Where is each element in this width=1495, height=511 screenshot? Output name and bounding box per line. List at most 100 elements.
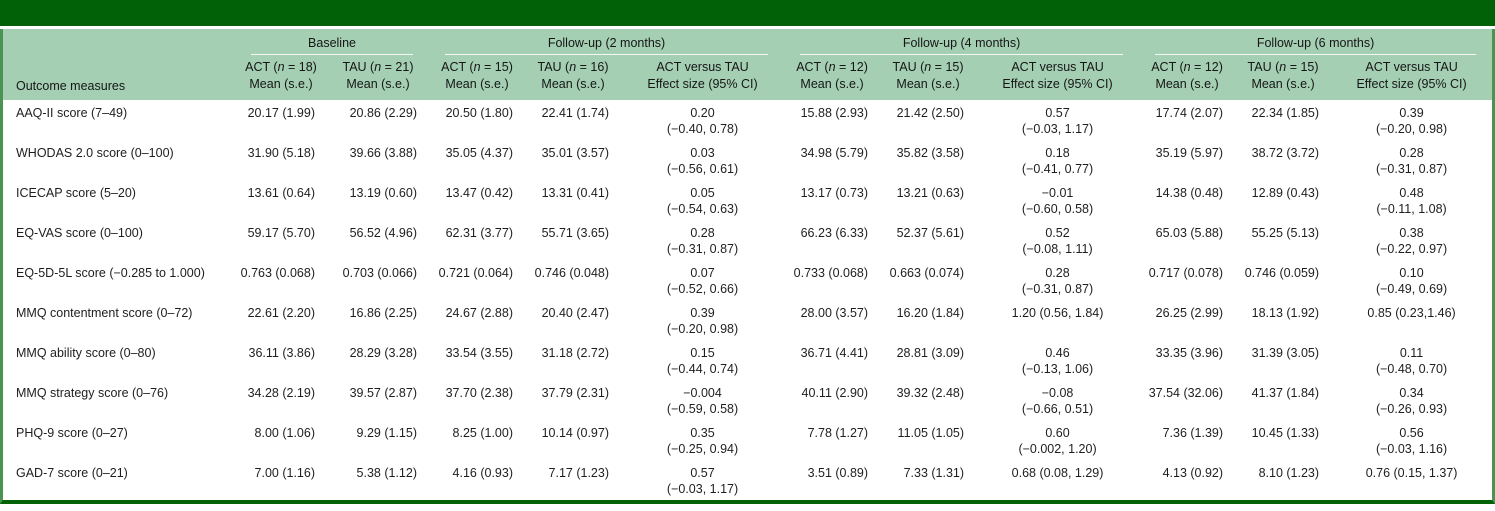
effect-value-line: 0.18 (1045, 145, 1070, 160)
mean-se-cell: 4.13 (0.92) (1139, 459, 1236, 500)
column-header-row: Outcome measures ACT (n = 18) Mean (s.e.)… (3, 55, 1493, 100)
mean-se-cell: 13.19 (0.60) (327, 179, 430, 220)
effect-value-line: 0.20 (690, 105, 715, 120)
mean-se-cell: 26.25 (2.99) (1139, 299, 1236, 340)
effect-value-line: 0.39 (1399, 105, 1424, 120)
effect-ci-line: (−0.25, 0.94) (666, 442, 739, 457)
mean-se-cell: 36.71 (4.41) (784, 339, 881, 380)
mean-se-cell: 20.86 (2.29) (327, 99, 430, 140)
column-header-fu4-tau: TAU (n = 15) Mean (s.e.) (880, 55, 977, 100)
column-header-baseline-act: ACT (n = 18) Mean (s.e.) (235, 55, 327, 100)
measure-cell: MMQ contentment score (0–72) (3, 299, 235, 340)
effect-ci-line: (−0.48, 0.70) (1375, 362, 1448, 377)
effect-size-cell: 0.57 (−0.03, 1.17) (976, 99, 1140, 140)
effect-value-line: −0.004 (683, 385, 722, 400)
mean-se-cell: 20.17 (1.99) (235, 99, 327, 140)
table-body: AAQ-II score (7–49) 20.17 (1.99) 20.86 (2.… (3, 99, 1493, 500)
mean-se-cell: 35.05 (4.37) (429, 139, 526, 180)
effect-value-line: 0.57 (1045, 105, 1070, 120)
mean-se-cell: 14.38 (0.48) (1139, 179, 1236, 220)
mean-se-cell: 28.29 (3.28) (327, 339, 430, 380)
effect-value-line: 0.28 (690, 225, 715, 240)
journal-banner-bar (0, 0, 1495, 26)
effect-value-line: 0.48 (1399, 185, 1424, 200)
mean-se-cell: 9.29 (1.15) (327, 419, 430, 460)
effect-size-cell: 0.57 (−0.03, 1.17) (621, 459, 785, 500)
table-row: WHODAS 2.0 score (0–100) 31.90 (5.18) 39.6… (3, 139, 1493, 180)
effect-size-cell: 0.39 (−0.20, 0.98) (621, 299, 785, 340)
effect-size-cell: 0.85 (0.23,1.46) (1331, 299, 1493, 340)
table-row: PHQ-9 score (0–27) 8.00 (1.06) 9.29 (1.15)… (3, 419, 1493, 460)
mean-se-cell: 24.67 (2.88) (429, 299, 526, 340)
mean-se-cell: 7.36 (1.39) (1139, 419, 1236, 460)
effect-ci-line: (−0.03, 1.17) (666, 482, 739, 497)
effect-ci-line: (−0.26, 0.93) (1375, 402, 1448, 417)
mean-se-cell: 13.17 (0.73) (784, 179, 881, 220)
effect-size-cell: 0.34 (−0.26, 0.93) (1331, 379, 1493, 420)
mean-se-cell: 35.01 (3.57) (525, 139, 622, 180)
measure-cell: MMQ strategy score (0–76) (3, 379, 235, 420)
mean-se-cell: 15.88 (2.93) (784, 99, 881, 140)
mean-se-cell: 35.82 (3.58) (880, 139, 977, 180)
effect-size-cell: 0.48 (−0.11, 1.08) (1331, 179, 1493, 220)
mean-se-cell: 0.733 (0.068) (784, 259, 881, 300)
mean-se-cell: 16.20 (1.84) (880, 299, 977, 340)
effect-ci-line: (−0.03, 1.16) (1375, 442, 1448, 457)
mean-se-cell: 8.00 (1.06) (235, 419, 327, 460)
mean-se-cell: 55.71 (3.65) (525, 219, 622, 260)
mean-se-cell: 0.746 (0.048) (525, 259, 622, 300)
effect-size-cell: 1.20 (0.56, 1.84) (976, 299, 1140, 340)
mean-se-cell: 39.32 (2.48) (880, 379, 977, 420)
effect-size-cell: 0.28 (−0.31, 0.87) (621, 219, 785, 260)
effect-size-cell: 0.56 (−0.03, 1.16) (1331, 419, 1493, 460)
effect-size-cell: 0.20 (−0.40, 0.78) (621, 99, 785, 140)
column-header-fu2-effect: ACT versus TAU Effect size (95% CI) (621, 55, 785, 100)
mean-se-cell: 16.86 (2.25) (327, 299, 430, 340)
mean-se-cell: 56.52 (4.96) (327, 219, 430, 260)
measure-cell: AAQ-II score (7–49) (3, 99, 235, 140)
effect-size-cell: 0.11 (−0.48, 0.70) (1331, 339, 1493, 380)
effect-ci-line: (−0.03, 1.17) (1021, 122, 1094, 137)
effect-ci-line: (−0.60, 0.58) (1021, 202, 1094, 217)
mean-se-cell: 37.79 (2.31) (525, 379, 622, 420)
effect-ci-line: (−0.002, 1.20) (1018, 442, 1097, 457)
effect-ci-line: (−0.22, 0.97) (1375, 242, 1448, 257)
mean-se-cell: 13.61 (0.64) (235, 179, 327, 220)
mean-se-cell: 0.663 (0.074) (880, 259, 977, 300)
mean-se-cell: 36.11 (3.86) (235, 339, 327, 380)
results-table: Baseline Follow-up (2 months) Follow-up … (3, 29, 1493, 500)
effect-size-cell: 0.28 (−0.31, 0.87) (976, 259, 1140, 300)
mean-se-cell: 62.31 (3.77) (429, 219, 526, 260)
effect-size-cell: 0.46 (−0.13, 1.06) (976, 339, 1140, 380)
column-header-outcome-measures: Outcome measures (3, 55, 235, 100)
effect-value-line: 0.03 (690, 145, 715, 160)
effect-ci-line: (−0.59, 0.58) (666, 402, 739, 417)
group-label: Follow-up (2 months) (445, 36, 769, 55)
mean-se-cell: 66.23 (6.33) (784, 219, 881, 260)
table-row: GAD-7 score (0–21) 7.00 (1.16) 5.38 (1.12)… (3, 459, 1493, 500)
table-row: EQ-5D-5L score (−0.285 to 1.000) 0.763 (0… (3, 259, 1493, 300)
effect-ci-line: (−0.31, 0.87) (1021, 282, 1094, 297)
column-header-fu6-effect: ACT versus TAU Effect size (95% CI) (1331, 55, 1493, 100)
mean-se-cell: 7.00 (1.16) (235, 459, 327, 500)
effect-value-line: 0.57 (690, 465, 715, 480)
mean-se-cell: 40.11 (2.90) (784, 379, 881, 420)
effect-value-line: 0.68 (0.08, 1.29) (1011, 465, 1104, 480)
effect-value-line: −0.08 (1041, 385, 1074, 400)
table-row: MMQ strategy score (0–76) 34.28 (2.19) 39.… (3, 379, 1493, 420)
measure-cell: MMQ ability score (0–80) (3, 339, 235, 380)
table-frame: Baseline Follow-up (2 months) Follow-up … (0, 29, 1495, 504)
effect-size-cell: 0.10 (−0.49, 0.69) (1331, 259, 1493, 300)
group-label: Baseline (251, 36, 414, 55)
effect-ci-line: (−0.20, 0.98) (666, 322, 739, 337)
effect-size-cell: −0.01 (−0.60, 0.58) (976, 179, 1140, 220)
mean-se-cell: 39.66 (3.88) (327, 139, 430, 180)
mean-se-cell: 3.51 (0.89) (784, 459, 881, 500)
column-header-fu4-effect: ACT versus TAU Effect size (95% CI) (976, 55, 1140, 100)
measure-cell: GAD-7 score (0–21) (3, 459, 235, 500)
mean-se-cell: 7.78 (1.27) (784, 419, 881, 460)
mean-se-cell: 5.38 (1.12) (327, 459, 430, 500)
effect-size-cell: 0.38 (−0.22, 0.97) (1331, 219, 1493, 260)
mean-se-cell: 8.10 (1.23) (1235, 459, 1332, 500)
